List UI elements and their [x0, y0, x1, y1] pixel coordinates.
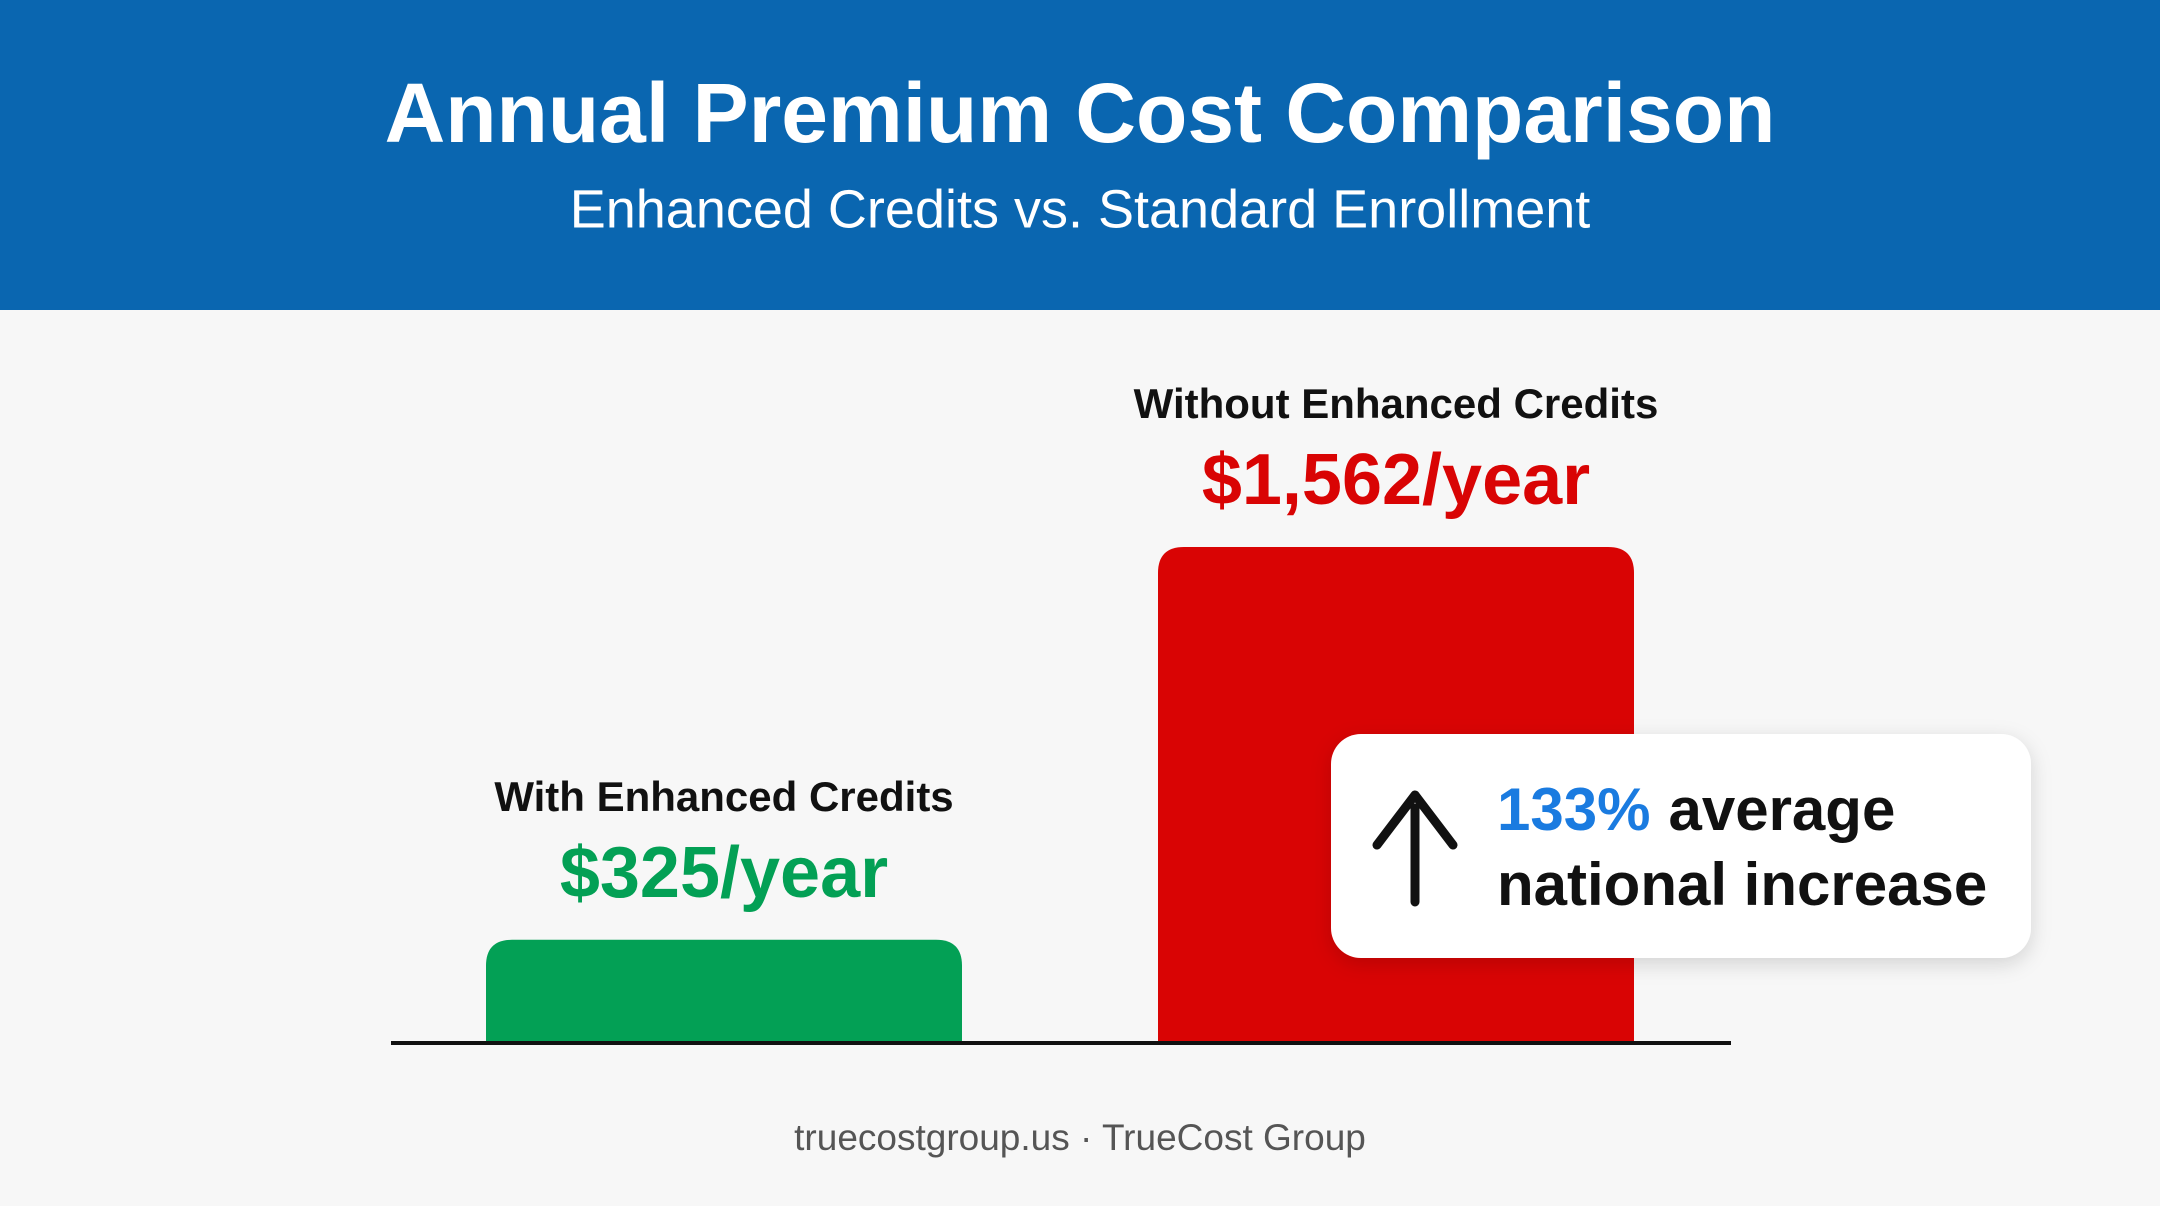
chart-title: Annual Premium Cost Comparison — [385, 66, 1776, 160]
callout-line: national increase — [1497, 851, 1987, 918]
bar — [486, 939, 962, 1043]
callout-text: 133% average — [1497, 776, 1895, 843]
value-label: $325/year — [560, 833, 888, 913]
callout: 133% average national increase — [1331, 734, 2031, 958]
value-label: $1,562/year — [1202, 440, 1590, 520]
up-arrow-icon — [1372, 790, 1458, 907]
category-label: Without Enhanced Credits — [1134, 380, 1659, 427]
callout-box — [1331, 734, 2031, 958]
header — [0, 0, 2160, 310]
category-label: With Enhanced Credits — [494, 773, 953, 820]
callout-line: average — [1668, 776, 1895, 843]
callout-highlight: 133% — [1497, 776, 1650, 843]
chart-subtitle: Enhanced Credits vs. Standard Enrollment — [570, 179, 1591, 239]
footer: truecostgroup.us · TrueCost Group — [794, 1117, 1366, 1158]
